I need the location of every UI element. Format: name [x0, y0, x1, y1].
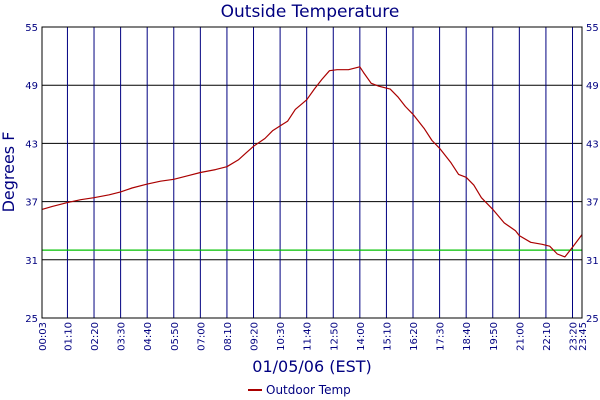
y-tick-label-left: 43 — [25, 139, 38, 150]
x-tick-label: 00:03 — [38, 322, 49, 351]
y-tick-label-right: 25 — [586, 314, 599, 325]
x-tick-label: 11:40 — [303, 322, 314, 351]
legend-label-outdoor-temp: Outdoor Temp — [266, 383, 351, 397]
legend: Outdoor Temp — [248, 383, 351, 397]
y-tick-label-left: 49 — [25, 81, 38, 92]
x-tick-label: 09:20 — [250, 322, 261, 351]
x-tick-label: 10:30 — [276, 322, 287, 351]
y-tick-label-right: 43 — [586, 139, 599, 150]
x-tick-label: 18:40 — [462, 322, 473, 351]
x-tick-label: 14:00 — [356, 322, 367, 351]
x-axis-label: 01/05/06 (EST) — [252, 357, 371, 376]
grid-layer — [41, 26, 583, 319]
y-tick-label-right: 49 — [586, 81, 599, 92]
x-tick-label: 23:45 — [578, 322, 589, 351]
x-tick-label: 17:30 — [436, 322, 447, 351]
x-tick-label: 15:10 — [382, 322, 393, 351]
tick-labels-layer: 25 25 31 31 37 37 43 43 49 49 55 55 00:03 01:10 02:20 0… — [25, 23, 598, 351]
x-tick-label: 01:10 — [63, 322, 74, 351]
x-tick-label: 02:20 — [90, 322, 101, 351]
x-tick-label: 16:20 — [409, 322, 420, 351]
y-tick-label-right: 55 — [586, 23, 599, 34]
y-tick-label-left: 25 — [25, 314, 38, 325]
x-tick-label: 04:40 — [143, 322, 154, 351]
x-tick-label: 19:50 — [489, 322, 500, 351]
x-tick-label: 23:20 — [569, 322, 580, 351]
x-tick-label: 22:10 — [542, 322, 553, 351]
y-tick-label-right: 31 — [586, 256, 599, 267]
x-tick-label: 05:50 — [170, 322, 181, 351]
x-tick-label: 07:00 — [196, 322, 207, 351]
series-line-outdoor-temp — [41, 66, 583, 258]
series-layer — [41, 66, 583, 258]
y-tick-label-left: 55 — [25, 23, 38, 34]
x-tick-label: 12:50 — [329, 322, 340, 351]
chart-title: Outside Temperature — [221, 2, 400, 22]
y-tick-label-left: 37 — [25, 198, 38, 209]
y-tick-label-right: 37 — [586, 198, 599, 209]
y-tick-label-left: 31 — [25, 256, 38, 267]
y-axis-label: Degrees F — [0, 132, 18, 213]
x-tick-label: 21:00 — [515, 322, 526, 351]
x-tick-label: 08:10 — [223, 322, 234, 351]
plot-frame — [41, 26, 583, 319]
x-tick-label: 03:30 — [117, 322, 128, 351]
